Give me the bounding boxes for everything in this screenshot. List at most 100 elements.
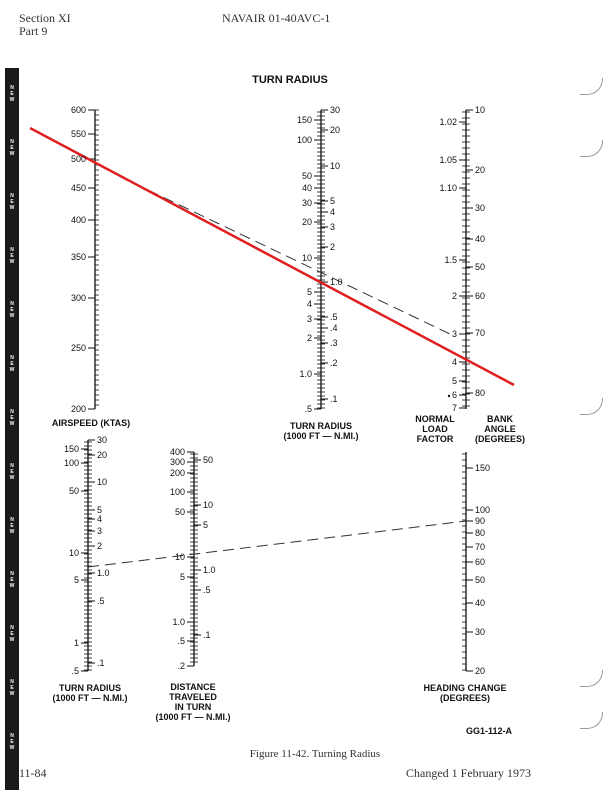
bank-angle-tick-label: 40 xyxy=(475,234,486,244)
turn-radius-bottom-ft-tick-label: 5 xyxy=(73,575,79,585)
bank-angle-tick-label: 50 xyxy=(475,262,486,272)
airspeed-tick-label: 250 xyxy=(70,343,86,353)
airspeed-tick-label: 400 xyxy=(70,215,86,225)
new-marker-letter: E xyxy=(10,577,14,583)
distance-nmi-tick-label: 10 xyxy=(203,500,214,510)
new-marker-letter: W xyxy=(9,745,15,751)
turn-radius-ft-tick-label: 2 xyxy=(306,333,312,343)
figure-caption: Figure 11-42. Turning Radius xyxy=(249,748,381,760)
load-factor-tick-label: 1.5 xyxy=(444,255,457,265)
bank-angle-tick-label: 10 xyxy=(475,105,486,115)
turn-radius-bottom-nmi-tick-label: .1 xyxy=(97,658,105,668)
distance-ft-tick-label: .2 xyxy=(177,661,185,671)
bank-angle-tick-label: 20 xyxy=(475,165,486,175)
turn-radius-bottom-nmi-tick-label: 30 xyxy=(97,435,108,445)
turn-radius-bottom-nmi-tick-label: 1.0 xyxy=(97,568,110,578)
heading-change-label: HEADING CHANGE (DEGREES) xyxy=(423,683,507,703)
new-marker-letter: N xyxy=(10,625,14,631)
heading-change-tick-label: 20 xyxy=(475,666,486,676)
turn-radius-nmi-tick-label: 30 xyxy=(330,105,341,115)
new-marker-letter: N xyxy=(10,733,14,739)
load-factor-tick-label: 6 xyxy=(451,390,457,400)
turn-radius-bottom-ft-tick-label: .5 xyxy=(71,666,79,676)
new-marker-letter: N xyxy=(10,139,14,145)
turn-radius-bottom-label: TURN RADIUS (1000 FT — N.MI.) xyxy=(52,683,128,703)
turn-radius-nmi-tick-label: 4 xyxy=(330,207,336,217)
distance-nmi-tick-label: 1.0 xyxy=(203,565,216,575)
load-factor-tick-label: 4 xyxy=(451,357,457,367)
turn-radius-ft-tick-label: 1.0 xyxy=(299,369,312,379)
turn-radius-nmi-tick-label: 3 xyxy=(330,222,336,232)
heading-change-tick-label: 80 xyxy=(475,528,486,538)
turn-radius-ft-tick-label: 4 xyxy=(306,299,312,309)
distance-nmi-tick-label: .1 xyxy=(203,630,211,640)
new-marker-letter: N xyxy=(10,355,14,361)
new-marker-letter: E xyxy=(10,523,14,529)
turn-radius-nmi-tick-label: 2 xyxy=(330,242,336,252)
airspeed-tick-label: 200 xyxy=(70,404,86,414)
load-factor-tick-label: 5 xyxy=(451,376,457,386)
load-factor-tick-label: 2 xyxy=(451,291,457,301)
turn-radius-ft-tick-label: 5 xyxy=(306,287,312,297)
turn-radius-nmi-tick-label: 10 xyxy=(330,161,341,171)
turn-radius-bottom-ft-tick-label: 150 xyxy=(63,444,79,454)
turn-radius-top-label: TURN RADIUS (1000 FT — N.MI.) xyxy=(283,421,359,441)
distance-nmi-tick-label: .5 xyxy=(203,585,211,595)
turn-radius-bottom-nmi-tick-label: 5 xyxy=(97,505,103,515)
load-factor-tick-label: 1.05 xyxy=(439,155,457,165)
distance-ft-tick-label: 50 xyxy=(174,507,185,517)
red-solution-line xyxy=(29,126,515,387)
new-marker-letter: E xyxy=(10,361,14,367)
new-marker-letter: W xyxy=(9,367,15,373)
distance-ft-tick-label: 400 xyxy=(169,447,185,457)
new-marker-letter: N xyxy=(10,679,14,685)
new-marker-letter: N xyxy=(10,409,14,415)
turn-radius-nmi-tick-label: .1 xyxy=(330,394,338,404)
turn-radius-nmi-tick-label: 20 xyxy=(330,125,341,135)
load-factor-tick-label: 3 xyxy=(451,329,457,339)
turn-radius-nmi-tick-label: 5 xyxy=(330,196,336,206)
distance-ft-tick-label: 10 xyxy=(174,552,185,562)
turn-radius-ft-tick-label: 100 xyxy=(296,135,312,145)
load-factor-tick-label: 7 xyxy=(451,403,457,413)
new-marker-letter: E xyxy=(10,469,14,475)
new-marker-letter: W xyxy=(9,205,15,211)
new-marker-letter: N xyxy=(10,247,14,253)
turn-radius-ft-tick-label: 50 xyxy=(301,171,312,181)
new-marker-letter: E xyxy=(10,739,14,745)
new-marker-letter: N xyxy=(10,463,14,469)
turn-radius-bottom-nmi-tick-label: 2 xyxy=(97,541,103,551)
turn-radius-bottom-ft-tick-label: 100 xyxy=(63,458,79,468)
new-marker-letter: N xyxy=(10,571,14,577)
bank-angle-tick-label: 60 xyxy=(475,291,486,301)
turn-radius-bottom-nmi-tick-label: .5 xyxy=(97,596,105,606)
new-marker-letter: W xyxy=(9,637,15,643)
heading-change-tick-label: 60 xyxy=(475,557,486,567)
new-marker-letter: N xyxy=(10,301,14,307)
new-marker-letter: W xyxy=(9,691,15,697)
heading-change-tick-label: 30 xyxy=(475,627,486,637)
bank-angle-label: BANK ANGLE (DEGREES) xyxy=(474,414,525,444)
figure-code: GG1-112-A xyxy=(466,726,513,736)
turn-radius-ft-tick-label: 3 xyxy=(306,314,312,324)
page-number: 11-84 xyxy=(19,766,47,780)
turn-radius-nmi-tick-label: .4 xyxy=(330,323,338,333)
airspeed-tick-label: 300 xyxy=(70,293,86,303)
bank-angle-tick-label: 30 xyxy=(475,203,486,213)
heading-change-tick-label: 50 xyxy=(475,575,486,585)
new-marker-letter: W xyxy=(9,313,15,319)
turn-radius-ft-tick-label: .5 xyxy=(304,404,312,414)
new-marker-letter: E xyxy=(10,307,14,313)
distance-traveled-label: DISTANCE TRAVELED IN TURN (1000 FT — N.M… xyxy=(155,682,231,722)
airspeed-tick-label: 500 xyxy=(70,154,86,164)
airspeed-tick-label: 350 xyxy=(70,252,86,262)
doc-number: NAVAIR 01-40AVC-1 xyxy=(222,11,331,25)
distance-ft-tick-label: 5 xyxy=(179,572,185,582)
new-marker-letter: W xyxy=(9,259,15,265)
chart-title: TURN RADIUS xyxy=(252,74,328,86)
bank-angle-tick-label: 70 xyxy=(475,328,486,338)
new-marker-letter: W xyxy=(9,97,15,103)
turn-radius-ft-tick-label: 10 xyxy=(301,253,312,263)
normal-load-factor-label: NORMAL LOAD FACTOR xyxy=(415,414,455,444)
turn-radius-bottom-nmi-tick-label: 3 xyxy=(97,526,103,536)
